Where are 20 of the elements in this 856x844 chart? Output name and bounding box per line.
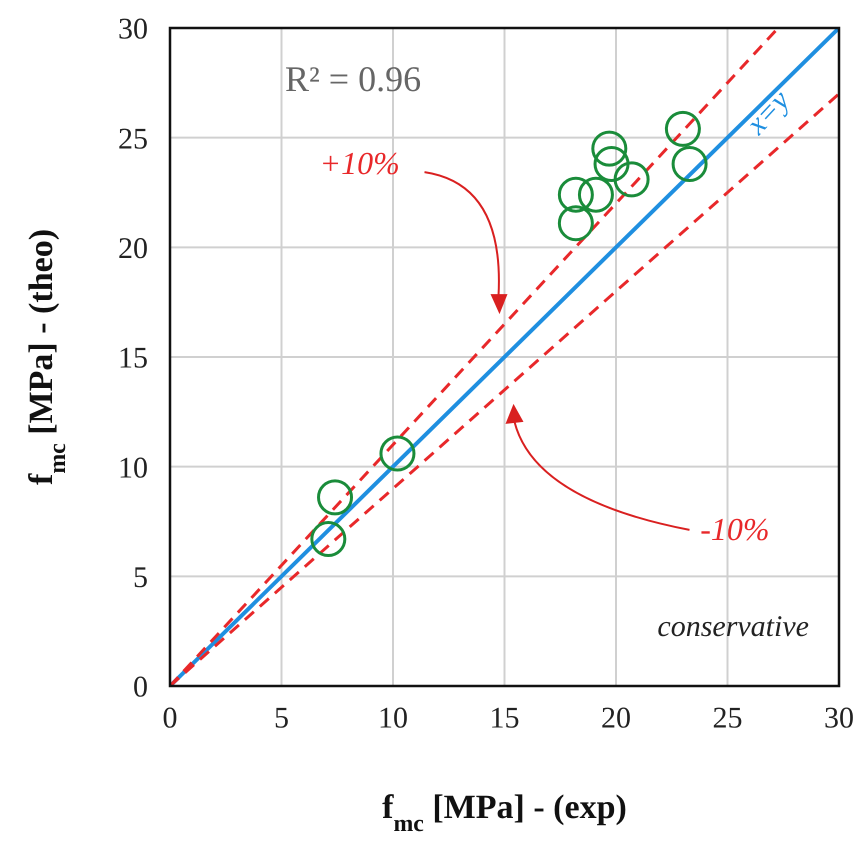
x-tick-label: 10 bbox=[378, 701, 408, 734]
annotation: conservative bbox=[657, 610, 809, 643]
x-tick-label: 20 bbox=[601, 701, 631, 734]
x-tick-label: 25 bbox=[712, 701, 742, 734]
y-tick-label: 10 bbox=[118, 451, 148, 484]
annotation: -10% bbox=[700, 510, 770, 547]
x-tick-label: 15 bbox=[490, 701, 520, 734]
y-tick-label: 5 bbox=[133, 560, 148, 594]
x-axis-title: f$_{mc}$ [MPa] - (exp) bbox=[382, 789, 627, 837]
annotation: +10% bbox=[320, 145, 400, 182]
x-tick-label: 0 bbox=[162, 701, 178, 734]
y-tick-label: 15 bbox=[118, 342, 148, 375]
annotation: R² = 0.96 bbox=[285, 59, 422, 99]
y-tick-label: 30 bbox=[118, 12, 148, 46]
y-tick-label: 25 bbox=[118, 122, 148, 156]
x-tick-label: 30 bbox=[824, 701, 854, 734]
annotation: x=y bbox=[739, 83, 797, 142]
y-tick-label: 20 bbox=[118, 232, 148, 265]
y-tick-label: 0 bbox=[133, 670, 148, 704]
x-tick-label: 5 bbox=[274, 701, 289, 734]
